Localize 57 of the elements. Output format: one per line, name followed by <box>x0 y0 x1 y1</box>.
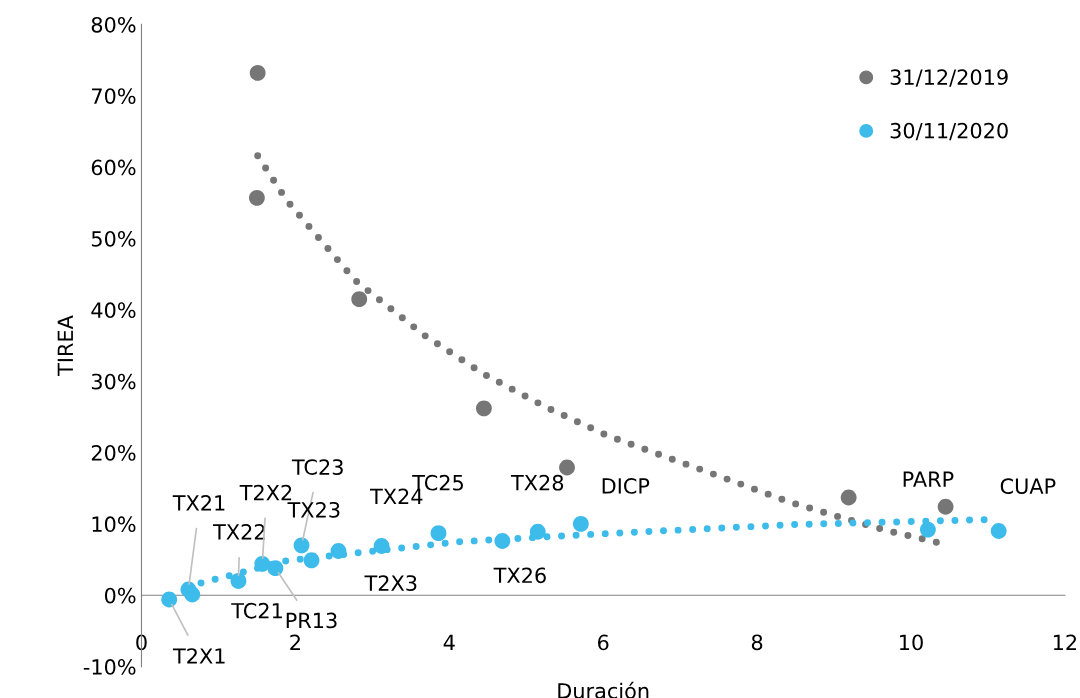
point <box>267 560 284 577</box>
point <box>254 555 271 572</box>
point <box>303 552 320 569</box>
point <box>293 537 310 554</box>
x-tick-label: 12 <box>1053 634 1077 650</box>
annotation: T2X2 <box>239 484 292 501</box>
annotation: PR13 <box>286 612 337 629</box>
point <box>184 586 201 603</box>
annotation: PARP <box>903 471 954 487</box>
annotation: TX21 <box>172 495 225 511</box>
annotation: TC23 <box>291 459 343 475</box>
y-tick-label: 50% <box>91 230 136 247</box>
point <box>572 515 589 532</box>
point <box>990 523 1007 539</box>
point <box>475 400 492 417</box>
annotation: T2X1 <box>172 648 225 664</box>
annotation: TX23 <box>287 501 340 518</box>
point <box>937 498 954 515</box>
point <box>230 573 247 589</box>
annotation: TX26 <box>493 567 546 584</box>
y-tick-label: 20% <box>91 444 136 461</box>
annotation: TC21 <box>231 602 282 619</box>
y-axis-title: TIREA <box>57 315 73 376</box>
y-tick-label: 60% <box>91 159 136 176</box>
annotation: DICP <box>602 478 650 494</box>
x-tick-label: 6 <box>598 634 609 651</box>
y-tick-label: 10% <box>92 516 136 533</box>
point <box>161 591 178 608</box>
y-tick-label: 70% <box>92 88 136 104</box>
y-tick-label: 80% <box>91 16 136 33</box>
point <box>494 533 511 549</box>
y-tick-label: 0% <box>104 587 136 604</box>
point <box>559 459 575 476</box>
y-tick-label: 30% <box>91 373 136 390</box>
x-axis-title: Duración <box>558 681 649 698</box>
legend-label: 30/11/2020 <box>890 122 1008 141</box>
point <box>919 521 936 538</box>
y-tick-label: -10% <box>83 659 136 675</box>
annotation: TX28 <box>510 474 564 491</box>
point <box>529 523 546 540</box>
x-tick-label: 0 <box>136 634 147 651</box>
x-tick-label: 10 <box>900 634 923 651</box>
x-tick-label: 8 <box>751 634 763 651</box>
point <box>430 525 447 542</box>
x-tick-label: 4 <box>443 634 455 650</box>
point <box>373 538 390 554</box>
point <box>249 65 266 81</box>
annotation: CUAP <box>1000 478 1056 495</box>
annotation: TX22 <box>213 524 265 540</box>
point <box>330 543 347 559</box>
x-tick-label: 2 <box>290 634 300 650</box>
annotation: T2X3 <box>364 575 417 591</box>
point <box>840 489 857 506</box>
y-tick-label: 40% <box>91 302 136 319</box>
point <box>248 189 265 206</box>
point <box>351 291 368 308</box>
legend-label: 31/12/2019 <box>890 69 1008 87</box>
